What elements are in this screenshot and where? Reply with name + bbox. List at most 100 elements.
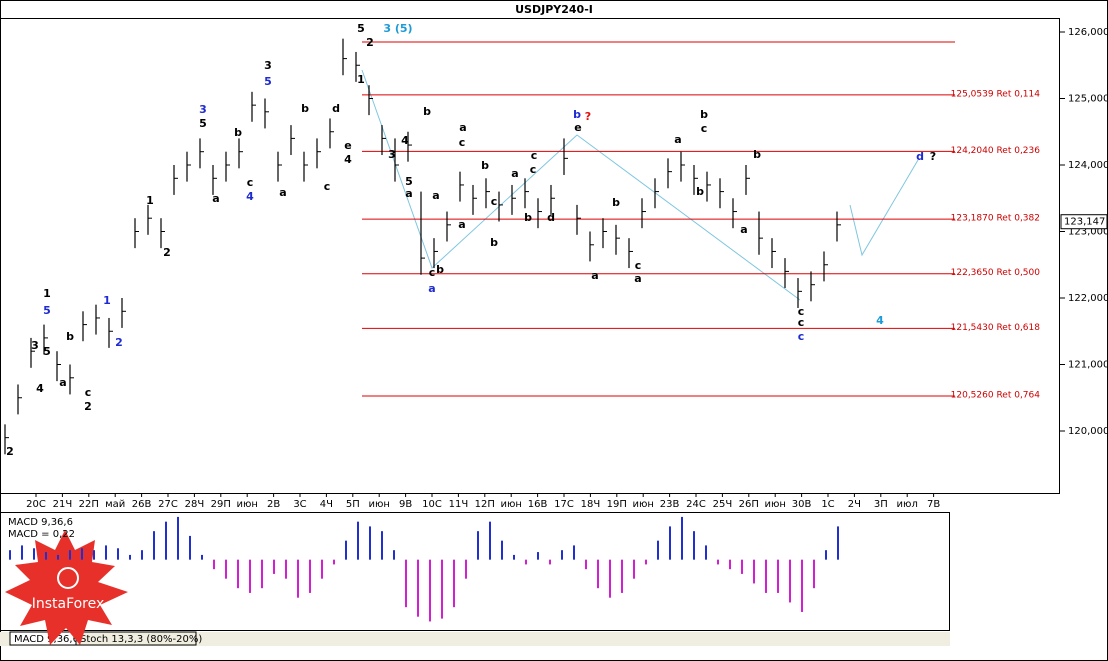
- x-tick-label: июн: [632, 499, 653, 510]
- price-bar: [17, 384, 22, 415]
- price-bar: [511, 184, 516, 215]
- wave-label: d: [916, 150, 924, 163]
- wave-label: a: [432, 189, 439, 202]
- x-tick-label: июн: [368, 499, 389, 510]
- x-tick-label: 18Ч: [581, 499, 601, 510]
- indicator-label: MACD 9,36,6: [8, 517, 73, 528]
- x-tick-label: 20С: [26, 499, 46, 510]
- level-label: 123,1870 Ret 0,382: [951, 214, 1040, 224]
- wave-label: a: [405, 187, 412, 200]
- price-bar: [667, 158, 672, 189]
- tab-label[interactable]: MACD 9,36,6: [14, 634, 79, 645]
- x-tick-label: 30В: [792, 499, 812, 510]
- price-bar: [836, 211, 841, 242]
- wave-label: a: [458, 218, 465, 231]
- price-bar: [498, 191, 503, 222]
- price-bar: [121, 298, 126, 328]
- x-tick-label: 26В: [132, 499, 152, 510]
- x-tick-label: 2Ч: [848, 499, 861, 510]
- price-bar: [316, 138, 321, 169]
- price-bar: [823, 251, 828, 282]
- wave-label: c: [85, 386, 92, 399]
- x-tick-label: 11Ч: [449, 499, 469, 510]
- price-bar: [784, 258, 789, 289]
- price-panel: [0, 18, 1060, 494]
- y-tick-label: 126,000: [1068, 27, 1108, 38]
- price-bar: [810, 271, 815, 302]
- indicator-value: MACD = 0,22: [8, 529, 75, 540]
- wave-label: b: [573, 108, 581, 121]
- price-bar: [420, 191, 425, 275]
- wave-label: c: [459, 136, 466, 149]
- projection-path: [849, 159, 919, 257]
- wave-label: 5: [43, 304, 51, 317]
- price-bar: [459, 171, 464, 202]
- price-bar: [56, 351, 61, 382]
- y-tick-label: 125,000: [1068, 94, 1108, 105]
- wave-label: c: [798, 330, 805, 343]
- wave-label: 4: [876, 314, 884, 327]
- wave-label: e: [344, 139, 351, 152]
- wave-label: 3: [264, 59, 272, 72]
- wave-label: 3: [31, 339, 39, 352]
- x-tick-label: 16В: [528, 499, 548, 510]
- wave-label: a: [674, 133, 681, 146]
- wave-label: 3 (5): [383, 22, 412, 35]
- wave-label: a: [740, 223, 747, 236]
- price-bar: [173, 165, 178, 195]
- wave-label: c: [530, 163, 537, 176]
- wave-label: b: [481, 159, 489, 172]
- wave-label: d: [332, 102, 340, 115]
- wave-label: 1: [146, 194, 154, 207]
- x-tick-label: 25Ч: [713, 499, 733, 510]
- wave-label: 2: [6, 445, 14, 458]
- x-tick-label: 22П: [79, 499, 99, 510]
- x-tick-label: 21Ч: [53, 499, 73, 510]
- wave-label: 2: [366, 36, 374, 49]
- price-bar: [758, 211, 763, 255]
- wave-label: a: [212, 192, 219, 205]
- x-tick-label: 7В: [927, 499, 940, 510]
- price-bar: [771, 238, 776, 269]
- wave-label: c: [531, 149, 538, 162]
- wave-label: a: [511, 167, 518, 180]
- level-label: 120,5260 Ret 0,764: [951, 391, 1041, 401]
- x-tick-label: 17С: [554, 499, 574, 510]
- level-label: 125,0539 Ret 0,114: [951, 89, 1041, 99]
- x-tick-label: 26П: [739, 499, 759, 510]
- price-bar: [628, 238, 633, 269]
- price-bar: [550, 184, 555, 215]
- tab-label[interactable]: Stoch 13,3,3 (80%-20%): [80, 634, 202, 645]
- y-tick-label: 124,000: [1068, 160, 1108, 171]
- price-bar: [264, 98, 269, 129]
- wave-label: 2: [84, 400, 92, 413]
- x-tick-label: 29П: [211, 499, 231, 510]
- level-label: 122,3650 Ret 0,500: [951, 268, 1041, 278]
- x-tick-label: 3П: [874, 499, 888, 510]
- price-bar: [160, 218, 165, 249]
- price-bar: [238, 138, 243, 169]
- wave-label: ?: [585, 110, 591, 123]
- level-label: 121,5430 Ret 0,618: [951, 323, 1041, 333]
- wave-label: a: [279, 186, 286, 199]
- wave-label: a: [634, 272, 641, 285]
- wave-label: 5: [43, 345, 51, 358]
- level-label: 124,2040 Ret 0,236: [951, 146, 1041, 156]
- wave-label: b: [700, 108, 708, 121]
- price-bar: [745, 165, 750, 195]
- wave-label: 5: [357, 22, 365, 35]
- y-tick-label: 123,000: [1068, 227, 1108, 238]
- price-bar: [615, 224, 620, 255]
- price-bar: [43, 324, 48, 355]
- wave-label: 4: [344, 153, 352, 166]
- wave-label: 3: [199, 103, 207, 116]
- price-bar: [30, 337, 35, 368]
- price-bar: [303, 151, 308, 182]
- price-bar: [381, 125, 386, 156]
- x-tick-label: 4Ч: [320, 499, 333, 510]
- price-bar: [654, 178, 659, 209]
- wave-label: a: [428, 282, 435, 295]
- logo-text: InstaForex: [32, 596, 105, 612]
- price-bar: [134, 218, 139, 249]
